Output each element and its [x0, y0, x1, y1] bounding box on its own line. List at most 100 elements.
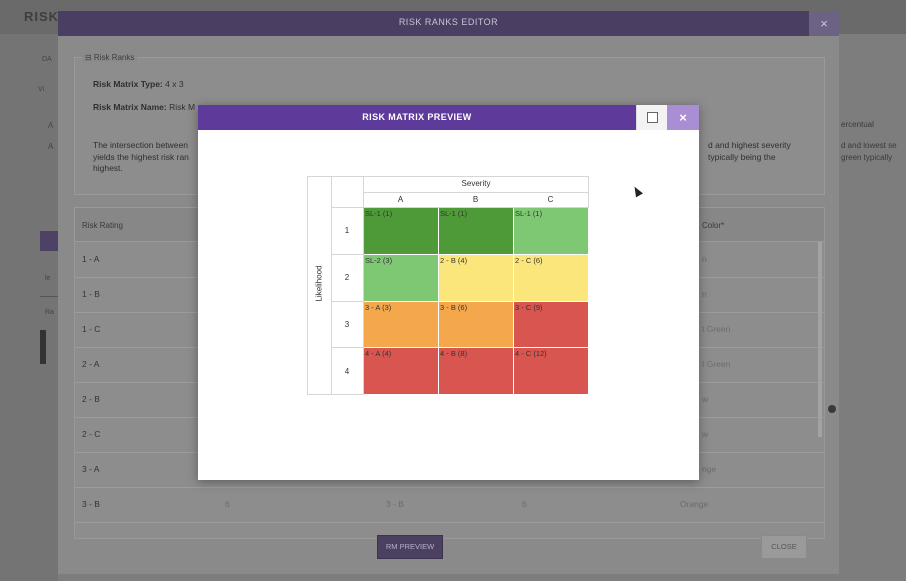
risk-matrix-cell[interactable]: 3 - A (3)	[364, 301, 439, 349]
color-cell[interactable]: t Green	[702, 359, 731, 369]
risk-matrix: Severity Likelihood A B C 1 2 3 4 SL-1 (1) SL-1 …	[307, 176, 589, 395]
matrix-type-value: 4 x 3	[165, 79, 184, 89]
color-cell[interactable]: n	[702, 289, 707, 299]
background-text-fragment: A	[48, 121, 54, 130]
close-button[interactable]: CLOSE	[761, 535, 807, 559]
color-cell[interactable]: w	[702, 394, 709, 404]
table-row[interactable]: 3 - A nge	[75, 452, 824, 488]
grid-line	[331, 347, 364, 349]
risk-matrix-cell[interactable]: SL-1 (1)	[439, 208, 514, 255]
risk-matrix-cell-label: 2 - B (4)	[440, 255, 468, 265]
editor-close-button[interactable]: ×	[809, 11, 839, 36]
value-cell[interactable]: 6	[522, 499, 527, 509]
editor-header: RISK RANKS EDITOR ×	[58, 11, 839, 36]
description-line: highest.	[93, 163, 123, 173]
grid-line	[331, 176, 332, 395]
risk-rating-cell: 1 - C	[82, 324, 101, 334]
description-line: typically being the	[708, 152, 776, 162]
column-header-risk-rating[interactable]: Risk Rating	[82, 221, 123, 230]
grid-line	[331, 253, 364, 255]
color-cell[interactable]: nge	[702, 464, 717, 474]
severity-column-label: A	[397, 195, 404, 204]
preview-close-button[interactable]: ×	[667, 105, 699, 130]
maximize-button[interactable]	[636, 105, 668, 130]
severity-column-label: B	[472, 195, 479, 204]
description-line: yields the highest risk ran	[93, 152, 189, 162]
severity-column-label: C	[547, 195, 554, 204]
risk-rating-cell: 1 - A	[82, 254, 100, 264]
risk-matrix-cell-label: 4 - C (12)	[515, 349, 547, 359]
editor-title: RISK RANKS EDITOR	[398, 17, 499, 27]
background-tab-fragment[interactable]: DA	[42, 56, 52, 63]
risk-matrix-cell[interactable]: 3 - B (6)	[439, 301, 514, 349]
value-cell[interactable]: 3 - B	[386, 499, 404, 509]
background-left-strip: DA Vi A A le Ra	[0, 34, 58, 581]
background-text-fragment: Ra	[45, 309, 54, 316]
risk-matrix-preview-dialog: RISK MATRIX PREVIEW × Severity Likelihoo…	[198, 105, 699, 480]
grid-line	[331, 300, 364, 302]
background-tab-fragment[interactable]: Vi	[38, 86, 45, 93]
value-cell[interactable]: 6	[225, 499, 230, 509]
matrix-name-value: Risk M	[169, 102, 196, 112]
risk-matrix-cell[interactable]: SL-1 (1)	[514, 208, 589, 255]
risk-rating-cell: 2 - B	[82, 394, 100, 404]
divider	[40, 296, 58, 297]
description-line: The intersection between	[93, 140, 188, 150]
risk-matrix-cell[interactable]: 4 - B (8)	[439, 348, 514, 395]
risk-matrix-cell[interactable]: SL-2 (3)	[364, 254, 439, 302]
color-cell[interactable]: w	[702, 429, 709, 439]
grid-line	[363, 192, 589, 193]
rm-preview-button[interactable]: RM PREVIEW	[377, 535, 443, 559]
risk-ranks-legend[interactable]: ⊟ Risk Ranks	[82, 53, 138, 62]
background-button[interactable]	[40, 231, 58, 251]
risk-matrix-cell-label: 3 - A (3)	[365, 302, 392, 312]
matrix-type-row: Risk Matrix Type: 4 x 3	[93, 79, 184, 89]
background-marker	[40, 330, 46, 364]
risk-matrix-cell-label: 3 - C (9)	[515, 302, 543, 312]
risk-matrix-cell[interactable]: 2 - B (4)	[439, 254, 514, 302]
background-text-fragment: green typically	[841, 153, 893, 162]
risk-rating-cell: 2 - A	[82, 359, 100, 369]
risk-matrix-cell-label: SL-2 (3)	[365, 255, 393, 265]
risk-matrix-cell-label: SL-1 (1)	[365, 209, 393, 218]
grid-line	[363, 176, 364, 395]
maximize-icon	[647, 112, 658, 123]
likelihood-row-label: 3	[344, 319, 350, 329]
risk-matrix-cell[interactable]: 4 - A (4)	[364, 348, 439, 395]
preview-title: RISK MATRIX PREVIEW	[362, 112, 472, 122]
preview-header: RISK MATRIX PREVIEW	[198, 105, 636, 130]
background-page-title: RISK	[24, 9, 60, 24]
risk-matrix-cell-label: 3 - B (6)	[440, 302, 468, 312]
risk-matrix-cell-label: SL-1 (1)	[515, 209, 543, 218]
grid-line	[307, 176, 308, 395]
matrix-name-row: Risk Matrix Name: Risk M	[93, 102, 195, 112]
risk-matrix-cell[interactable]: SL-1 (1)	[364, 208, 439, 255]
risk-matrix-cell-label: 4 - B (8)	[440, 349, 468, 359]
risk-matrix-cell-label: 4 - A (4)	[365, 349, 392, 359]
grid-line	[331, 394, 364, 395]
background-text-fragment: ercentual	[841, 120, 874, 129]
color-cell[interactable]: t Green	[702, 324, 731, 334]
risk-rating-cell: 3 - A	[82, 464, 100, 474]
risk-matrix-cell-label: SL-1 (1)	[440, 209, 468, 218]
likelihood-row-label: 1	[344, 226, 350, 236]
table-row[interactable]: 3 - B 6 3 - B 6 Orange	[75, 487, 824, 523]
table-scrollbar[interactable]	[818, 242, 822, 437]
background-text-fragment: le	[45, 275, 51, 282]
risk-rating-cell: 3 - B	[82, 499, 100, 509]
grid-line	[331, 176, 589, 177]
color-cell[interactable]: n	[702, 254, 707, 264]
risk-matrix-cell[interactable]: 2 - C (6)	[514, 254, 589, 302]
settings-gear-icon[interactable]	[828, 405, 836, 413]
color-cell[interactable]: Orange	[680, 499, 709, 509]
risk-matrix-cell[interactable]: 3 - C (9)	[514, 301, 589, 349]
matrix-name-label: Risk Matrix Name:	[93, 102, 167, 112]
grid-line	[331, 207, 589, 208]
likelihood-axis-title: Likelihood	[314, 265, 324, 302]
column-header-color[interactable]: Color*	[702, 221, 725, 230]
risk-matrix-cell[interactable]: 4 - C (12)	[514, 348, 589, 395]
matrix-type-label: Risk Matrix Type:	[93, 79, 163, 89]
risk-matrix-cell-label: 2 - C (6)	[515, 255, 543, 265]
background-text-fragment: A	[48, 142, 54, 151]
risk-rating-cell: 1 - B	[82, 289, 100, 299]
